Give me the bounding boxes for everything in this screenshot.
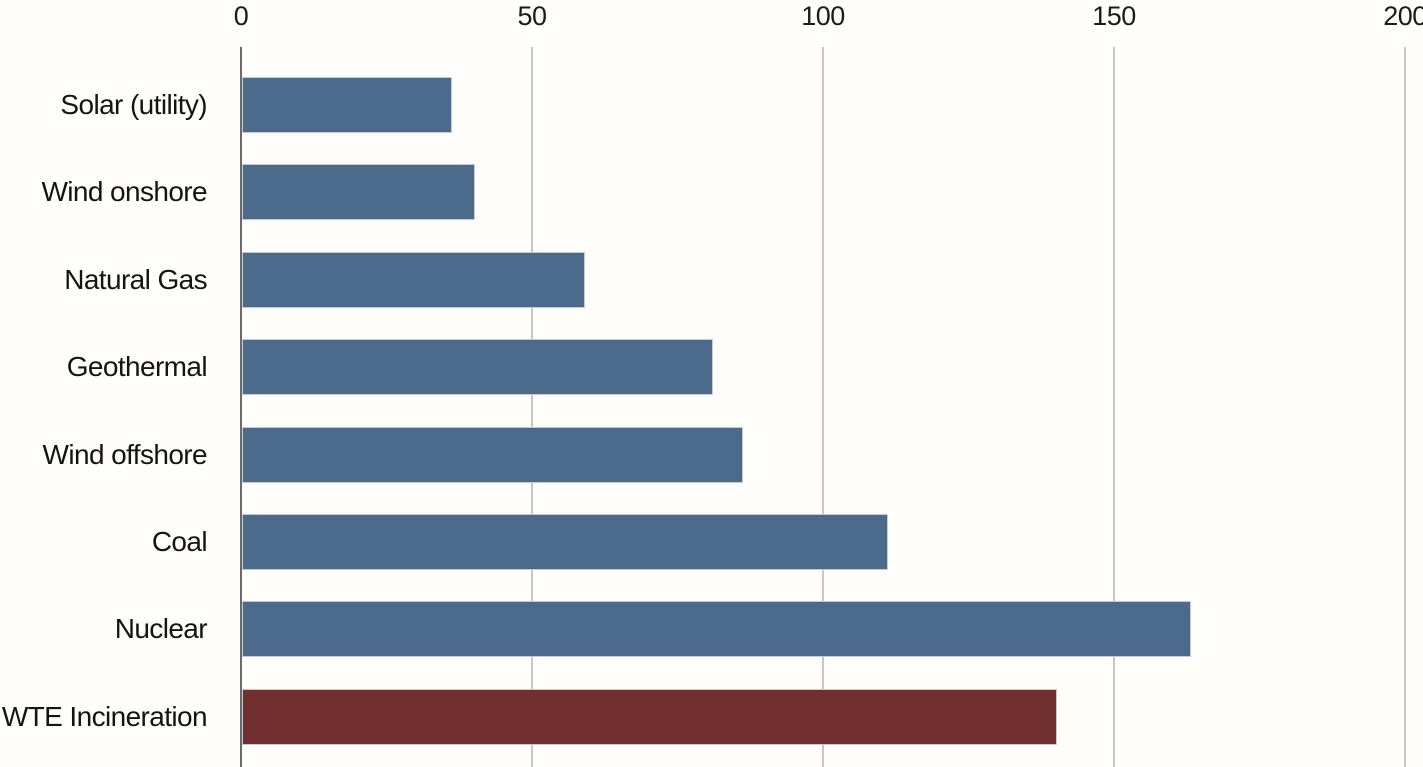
x-tick-label: 100	[801, 1, 845, 31]
bar	[242, 514, 889, 570]
category-label: Wind offshore	[42, 438, 208, 470]
bar	[242, 164, 475, 221]
x-tick-label: 50	[517, 1, 547, 31]
y-axis-line	[240, 47, 242, 767]
bar-row: Natural Gas	[0, 251, 1423, 308]
gridline	[1404, 47, 1406, 767]
gridline	[531, 47, 533, 767]
category-label: WTE Incineration	[1, 700, 208, 732]
bar-highlighted	[242, 688, 1057, 745]
bar-row: Coal	[0, 514, 1423, 570]
bar-row: Wind onshore	[0, 164, 1423, 221]
category-label: Wind onshore	[41, 176, 207, 208]
bar-row: Nuclear	[0, 601, 1423, 658]
x-tick-label: 200	[1383, 1, 1423, 31]
x-tick-label: 150	[1092, 1, 1136, 31]
bar-row: WTE Incineration	[0, 688, 1423, 745]
bar	[242, 426, 743, 483]
bar	[242, 77, 452, 133]
category-label: Nuclear	[114, 613, 208, 645]
category-label: Natural Gas	[64, 263, 207, 295]
gridline	[1113, 47, 1115, 767]
bar-row: Wind offshore	[0, 426, 1423, 483]
bar-row: Solar (utility)	[0, 77, 1423, 133]
bar	[242, 251, 586, 308]
category-label: Solar (utility)	[60, 89, 207, 120]
category-label: Geothermal	[66, 351, 208, 383]
gridline	[822, 47, 824, 767]
category-label: Coal	[151, 526, 208, 557]
x-tick-label: 0	[233, 1, 249, 31]
bar	[242, 339, 714, 396]
bar	[242, 601, 1191, 658]
bar-row: Geothermal	[0, 339, 1423, 396]
